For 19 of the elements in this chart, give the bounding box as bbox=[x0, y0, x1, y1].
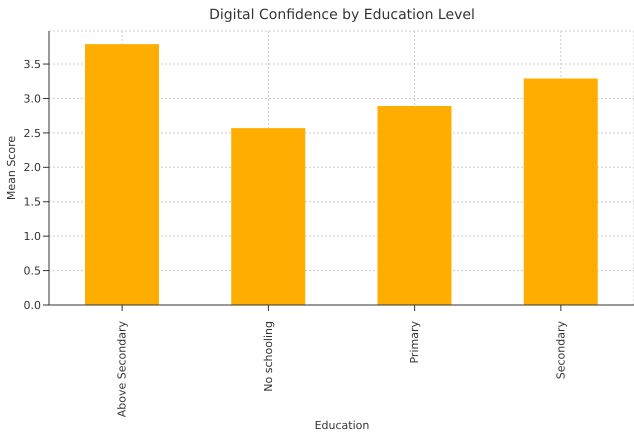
bar bbox=[378, 106, 452, 305]
x-tick-label: Primary bbox=[408, 320, 422, 364]
y-tick-label: 0.5 bbox=[24, 264, 41, 278]
bar bbox=[231, 128, 306, 305]
y-tick-label: 1.5 bbox=[24, 196, 41, 209]
y-tick-label: 2.0 bbox=[24, 161, 41, 174]
x-tick-label: Above Secondary bbox=[116, 320, 129, 418]
bar bbox=[85, 44, 159, 305]
y-tick-label: 3.0 bbox=[24, 92, 41, 106]
y-axis-title: Mean Score bbox=[4, 136, 18, 200]
y-tick-label: 0.0 bbox=[24, 298, 41, 312]
x-tick-label: Secondary bbox=[554, 320, 568, 380]
x-tick-label: No schooling bbox=[262, 321, 275, 392]
chart-title: Digital Confidence by Education Level bbox=[208, 7, 476, 23]
x-axis-title: Education bbox=[314, 419, 370, 432]
y-tick-label: 1.0 bbox=[24, 230, 41, 244]
bar bbox=[524, 78, 598, 305]
y-tick-label: 2.5 bbox=[24, 126, 41, 140]
y-tick-label: 3.5 bbox=[24, 58, 41, 71]
